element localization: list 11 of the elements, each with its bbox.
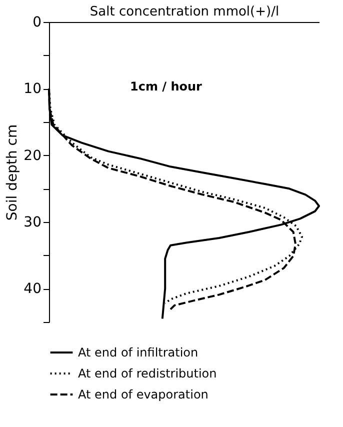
x-axis-title: Salt concentration mmol(+)/l: [90, 4, 280, 20]
y-tick-label: 30: [24, 214, 42, 230]
y-tick-label: 20: [24, 148, 42, 164]
y-tick-label: 10: [24, 81, 42, 98]
legend-label: At end of redistribution: [78, 366, 217, 380]
y-tick-label: 40: [24, 281, 42, 298]
y-axis-title: Soil depth cm: [4, 124, 21, 221]
legend-label: At end of infiltration: [78, 346, 198, 360]
legend-label: At end of evaporation: [78, 388, 208, 402]
y-tick-label: 0: [32, 14, 42, 30]
annotation: 1cm / hour: [130, 80, 202, 94]
